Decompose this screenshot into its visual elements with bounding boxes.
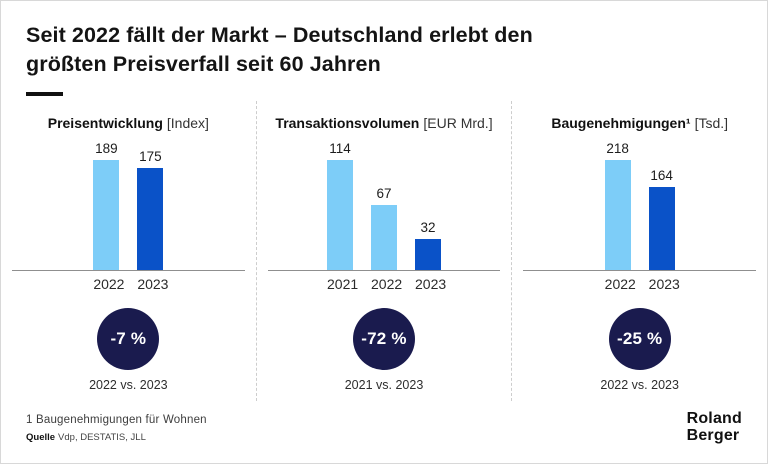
title-line-2: größten Preisverfall seit 60 Jahren [26,52,381,77]
bar [648,187,675,271]
year-label: 2023 [648,276,680,293]
title-underline-dash [26,92,63,97]
bar [604,160,631,271]
year-label: 2022 [93,276,125,293]
bar-column: 189 [93,141,120,271]
charts-row: Preisentwicklung [Index] 189 175 2022 2023 … [1,101,767,402]
bar-column: 114 [327,141,353,271]
change-value: -25 % [616,329,663,349]
logo-line-1: Roland [686,409,742,427]
years-row: 2021 2022 2023 [327,276,447,293]
logo-line-2: Berger [686,426,740,444]
years-row: 2022 2023 [93,276,169,293]
years-row: 2022 2023 [604,276,680,293]
year-label: 2023 [415,276,447,293]
bar-column: 218 [604,141,631,271]
roland-berger-logo: Roland Berger [686,409,742,445]
panel-title-unit: [Tsd.] [694,115,729,132]
year-label: 2022 [371,276,403,293]
bar-column: 164 [648,168,675,271]
panel-title: Baugenehmigungen¹ [Tsd.] [551,115,728,131]
source-label: Quelle [26,432,56,444]
footer: 1 Baugenehmigungen für Wohnen Quelle Vdp,… [1,401,767,463]
panel-title: Preisentwicklung [Index] [48,115,209,131]
axis-baseline [267,270,501,272]
bar-value-label: 218 [606,141,629,157]
axis-baseline [523,270,757,272]
panel-preisentwicklung: Preisentwicklung [Index] 189 175 2022 2023 … [1,101,256,401]
year-label: 2021 [327,276,359,293]
panel-title-name: Transaktionsvolumen [275,115,420,132]
panel-title-unit: [EUR Mrd.] [423,115,493,132]
bars-row: 218 164 [604,137,675,271]
comparison-label: 2021 vs. 2023 [344,378,424,393]
comparison-label: 2022 vs. 2023 [600,378,679,393]
bar-value-label: 175 [139,149,162,165]
panel-baugenehmigungen: Baugenehmigungen¹ [Tsd.] 218 164 2022 2023 … [511,101,767,402]
panel-title-name: Preisentwicklung [47,115,163,132]
panel-title-unit: [Index] [166,115,209,132]
bar-value-label: 67 [376,186,392,202]
change-value: -7 % [110,329,147,349]
bar-column: 67 [371,186,397,271]
bar [93,160,120,271]
bar-column: 32 [415,220,441,271]
footnote: 1 Baugenehmigungen für Wohnen [26,414,207,427]
axis-baseline [12,270,245,272]
change-badge: -25 % [608,308,671,371]
change-badge: -72 % [353,308,415,371]
bar [137,168,164,271]
bar-value-label: 114 [329,141,351,157]
bars-row: 114 67 32 [327,137,441,271]
bar-value-label: 32 [420,220,436,236]
bar [371,205,397,271]
title-line-1: Seit 2022 fällt der Markt – Deutschland … [26,23,533,47]
panel-title-name: Baugenehmigungen¹ [551,115,691,132]
header: Seit 2022 fällt der Markt – Deutschland … [1,1,767,97]
bar [327,160,353,271]
source-text: Vdp, DESTATIS, JLL [58,432,146,444]
comparison-label: 2022 vs. 2023 [89,378,168,393]
year-label: 2022 [604,276,636,293]
bars-row: 189 175 [93,137,164,271]
source-line: Quelle Vdp, DESTATIS, JLL [26,432,742,443]
change-badge: -7 % [97,308,160,371]
bar-value-label: 189 [95,141,118,157]
panel-title: Transaktionsvolumen [EUR Mrd.] [275,115,492,131]
panel-transaktionsvolumen: Transaktionsvolumen [EUR Mrd.] 114 67 32 20… [255,101,512,402]
bar [415,239,441,271]
bar-value-label: 164 [650,168,673,184]
page-title: Seit 2022 fällt der Markt – Deutschland … [26,21,742,79]
change-value: -72 % [361,329,407,349]
year-label: 2023 [137,276,169,293]
bar-column: 175 [137,149,164,271]
